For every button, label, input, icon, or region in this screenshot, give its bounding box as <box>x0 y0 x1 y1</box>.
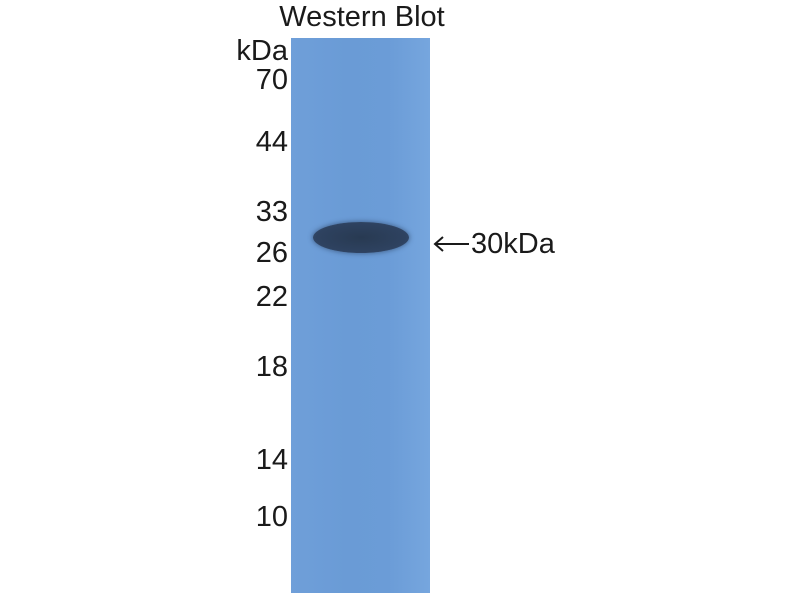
band-annotation: 30kDa <box>433 229 555 259</box>
marker-44: 44 <box>255 126 288 158</box>
marker-26: 26 <box>255 237 288 269</box>
marker-70: 70 <box>255 64 288 96</box>
protein-band <box>313 222 409 253</box>
arrow-left-icon <box>433 236 469 252</box>
marker-22: 22 <box>255 281 288 313</box>
band-size-label: 30kDa <box>471 228 555 260</box>
marker-10: 10 <box>255 501 288 533</box>
marker-18: 18 <box>255 351 288 383</box>
marker-14: 14 <box>255 444 288 476</box>
blot-lane <box>291 38 430 593</box>
figure-title: Western Blot <box>279 1 445 33</box>
unit-label: kDa <box>236 35 288 67</box>
marker-33: 33 <box>255 196 288 228</box>
